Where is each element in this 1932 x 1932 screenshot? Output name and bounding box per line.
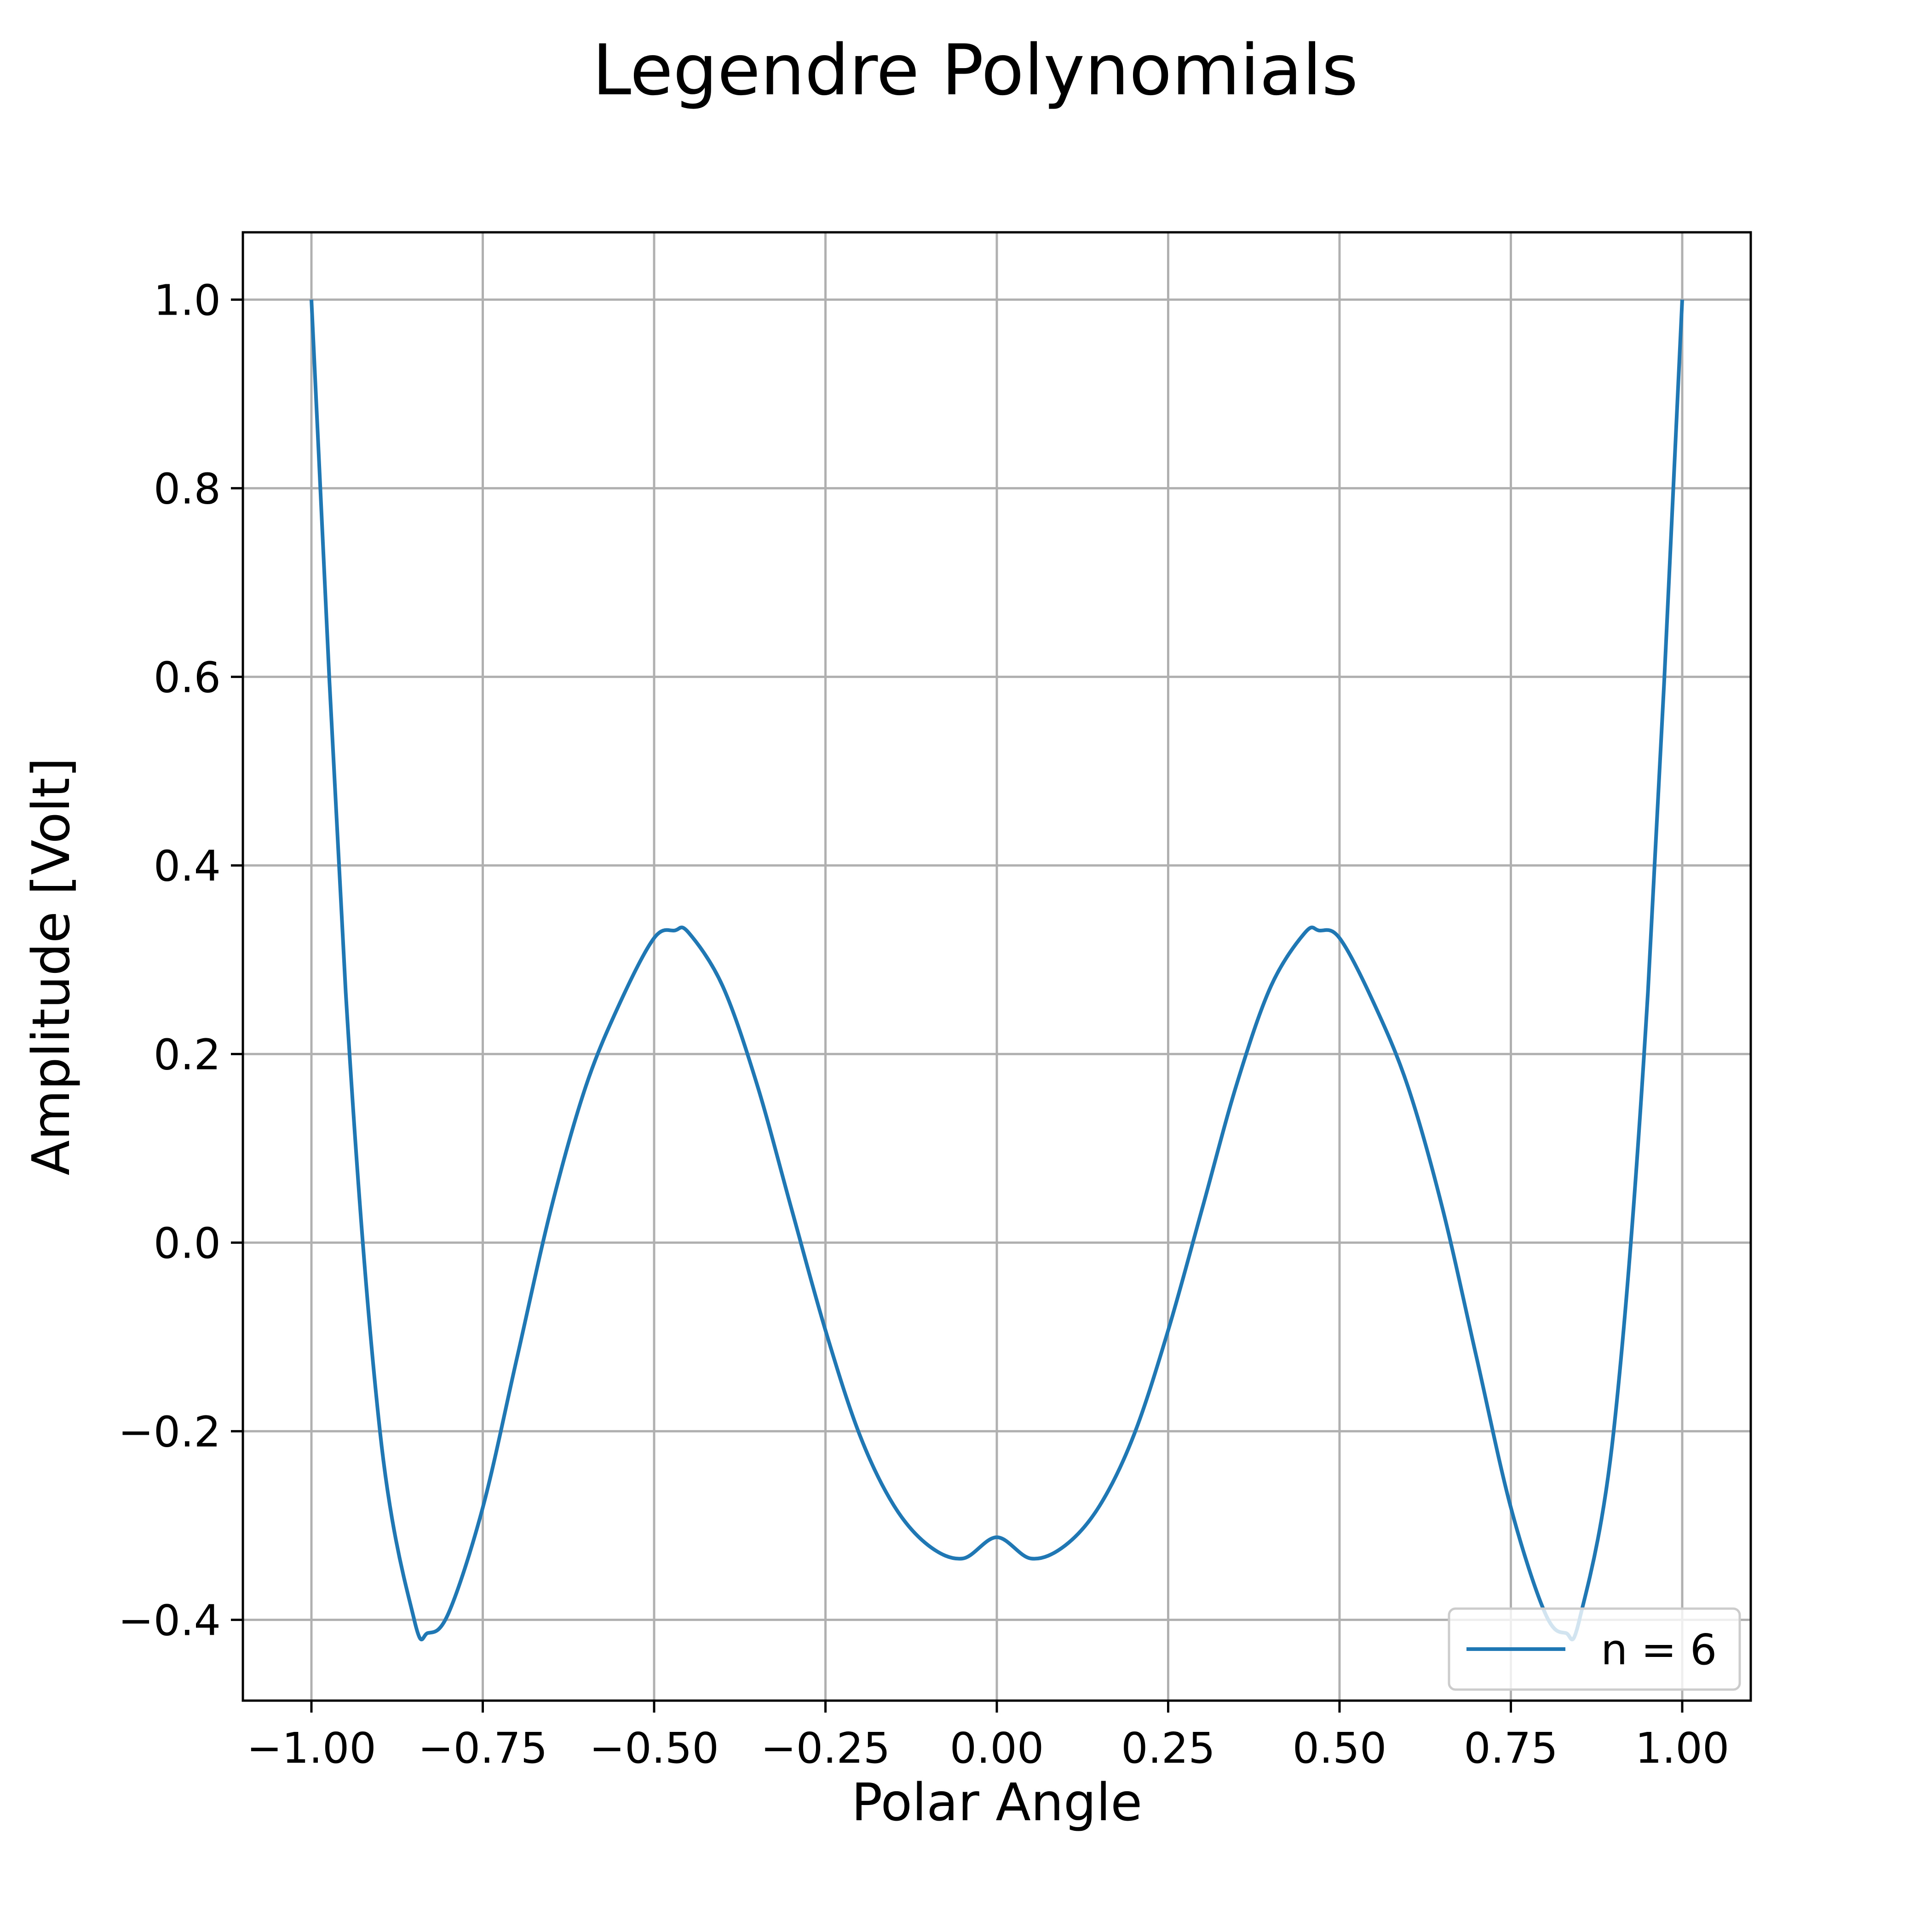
x-tick-label: 0.50 (1293, 1724, 1387, 1773)
legend-box (1448, 1607, 1741, 1691)
x-tick-label: 0.00 (950, 1724, 1044, 1773)
x-tick-label: −0.75 (418, 1724, 548, 1773)
x-axis-label: Polar Angle (851, 1773, 1142, 1833)
legend-label: n = 6 (1601, 1625, 1717, 1674)
legend: n = 6 (1448, 1607, 1741, 1691)
y-tick-label: 1.0 (154, 276, 221, 325)
y-tick-label: 0.4 (154, 841, 221, 891)
y-axis-label: Amplitude [Volt] (22, 758, 81, 1175)
y-tick-label: −0.2 (118, 1407, 221, 1456)
chart-title: Legendre Polynomials (592, 29, 1358, 111)
series-layer (310, 299, 1684, 1641)
y-tick-label: 0.6 (154, 653, 221, 702)
y-tick-label: 0.2 (154, 1030, 221, 1079)
x-tick-label: 1.00 (1635, 1724, 1730, 1773)
x-tick-label: −0.50 (589, 1724, 719, 1773)
y-tick-label: 0.8 (154, 464, 221, 513)
x-tick-label: 0.25 (1121, 1724, 1215, 1773)
x-tick-label: −0.25 (761, 1724, 891, 1773)
x-tick-label: −1.00 (247, 1724, 376, 1773)
y-tick-label: 0.0 (154, 1219, 221, 1268)
x-tick-label: 0.75 (1464, 1724, 1558, 1773)
y-tick-label: −0.4 (118, 1596, 221, 1645)
series-line-0 (310, 299, 1684, 1641)
ticks: −1.00 −0.75 −0.50 −0.25 0.00 0.25 0.50 0.75 1.00… (118, 276, 1730, 1773)
